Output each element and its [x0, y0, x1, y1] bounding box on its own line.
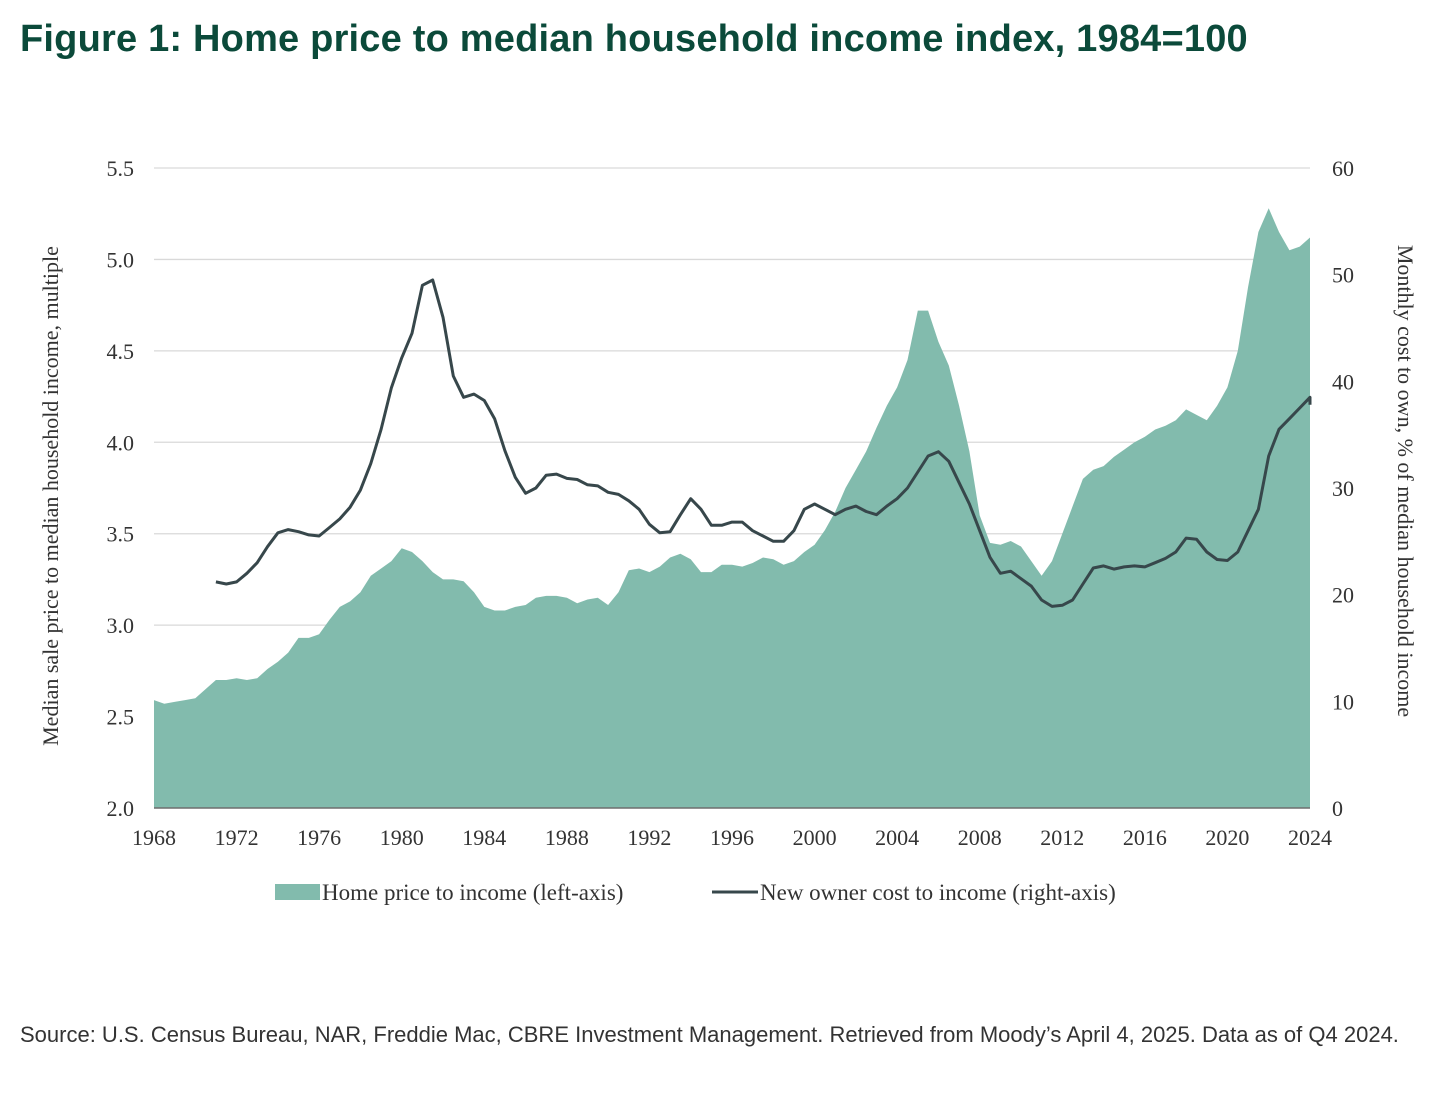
- x-tick-label: 2016: [1123, 825, 1167, 850]
- chart-title: Figure 1: Home price to median household…: [20, 18, 1248, 60]
- left-tick-label: 3.5: [107, 522, 135, 547]
- x-tick-label: 2024: [1288, 825, 1332, 850]
- left-tick-label: 3.0: [107, 613, 135, 638]
- legend: Home price to income (left-axis) New own…: [275, 880, 1116, 905]
- left-tick-label: 2.5: [107, 705, 135, 730]
- x-axis: 1968 1972 1976 1980 1984 1988 1992 1996 2000 2004…: [132, 825, 1332, 850]
- x-tick-label: 1976: [297, 825, 341, 850]
- x-tick-label: 1984: [462, 825, 506, 850]
- chart: 2.0 2.5 3.0 3.5 4.0 4.5 5.0 5.5 0 10 20 30 40 50 60 1…: [38, 156, 1418, 905]
- left-tick-label: 2.0: [107, 796, 135, 821]
- right-tick-label: 30: [1332, 476, 1354, 501]
- x-tick-label: 2008: [958, 825, 1002, 850]
- right-tick-label: 60: [1332, 156, 1354, 181]
- x-tick-label: 1992: [627, 825, 671, 850]
- x-tick-label: 1968: [132, 825, 176, 850]
- left-axis-label: Median sale price to median household in…: [38, 246, 63, 746]
- left-y-axis: 2.0 2.5 3.0 3.5 4.0 4.5 5.0 5.5: [107, 156, 135, 821]
- x-tick-label: 1996: [710, 825, 754, 850]
- x-tick-label: 2004: [875, 825, 919, 850]
- right-tick-label: 50: [1332, 263, 1354, 288]
- x-tick-label: 1988: [545, 825, 589, 850]
- right-tick-label: 20: [1332, 583, 1354, 608]
- series-area-home-price-to-income: [154, 208, 1310, 808]
- legend-swatch-area: [275, 884, 320, 900]
- right-tick-label: 10: [1332, 689, 1354, 714]
- legend-label-area: Home price to income (left-axis): [322, 880, 623, 905]
- right-y-axis: 0 10 20 30 40 50 60: [1332, 156, 1354, 821]
- x-tick-label: 2020: [1205, 825, 1249, 850]
- left-tick-label: 4.5: [107, 339, 135, 364]
- right-axis-label: Monthly cost to own, % of median househo…: [1393, 245, 1418, 717]
- x-tick-label: 1980: [380, 825, 424, 850]
- left-tick-label: 4.0: [107, 430, 135, 455]
- right-tick-label: 0: [1332, 796, 1343, 821]
- legend-label-line: New owner cost to income (right-axis): [760, 880, 1116, 905]
- x-tick-label: 1972: [215, 825, 259, 850]
- right-tick-label: 40: [1332, 369, 1354, 394]
- x-tick-label: 2000: [793, 825, 837, 850]
- x-tick-label: 2012: [1040, 825, 1084, 850]
- series-line-owner-cost-to-income: [215, 278, 1312, 608]
- left-tick-label: 5.5: [107, 156, 135, 181]
- source-note: Source: U.S. Census Bureau, NAR, Freddie…: [20, 1022, 1399, 1047]
- plot-area: [154, 208, 1312, 808]
- left-tick-label: 5.0: [107, 247, 135, 272]
